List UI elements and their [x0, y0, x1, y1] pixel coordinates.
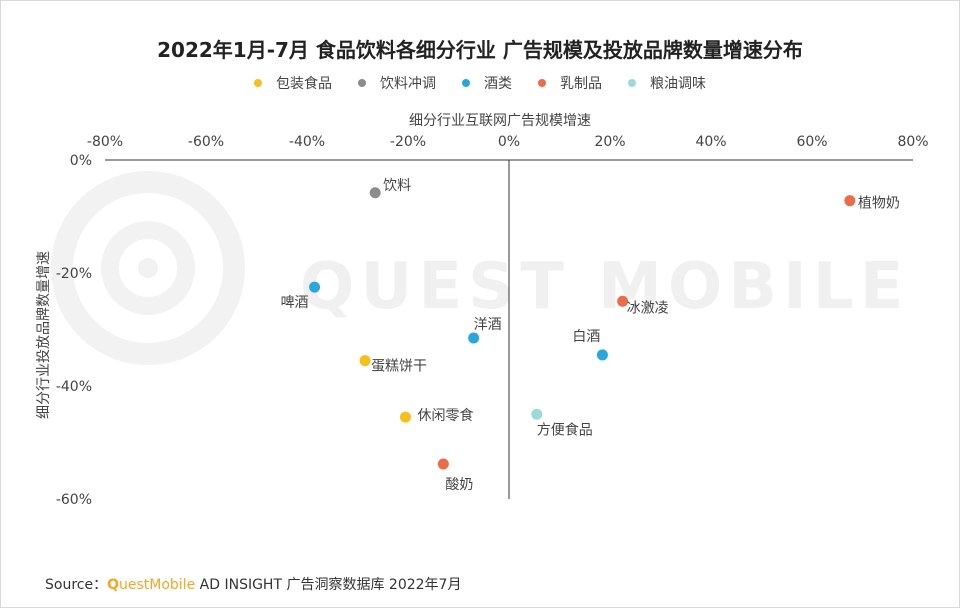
legend-label: 饮料冲调: [380, 76, 436, 92]
legend-dot-icon: [358, 79, 366, 87]
data-label: 冰激凌: [627, 299, 669, 316]
x-tick-label: 60%: [796, 134, 827, 150]
x-tick-label: -80%: [87, 134, 123, 150]
legend-dot-icon: [254, 79, 262, 87]
x-tick-label: 80%: [897, 134, 928, 150]
chart-title: 2022年1月-7月 食品饮料各细分行业 广告规模及投放品牌数量增速分布: [157, 38, 803, 62]
legend-item: 饮料冲调: [358, 73, 436, 93]
x-tick-label: 20%: [594, 134, 625, 150]
data-label: 洋酒: [474, 317, 502, 333]
data-point: [359, 355, 371, 367]
y-tick-label: -20%: [56, 266, 92, 282]
data-label: 休闲零食: [417, 407, 473, 424]
data-point: [369, 187, 381, 199]
data-label: 啤酒: [281, 295, 309, 311]
data-point: [844, 195, 856, 207]
source-suffix: AD INSIGHT 广告洞察数据库 2022年7月: [195, 577, 462, 593]
legend-dot-icon: [462, 79, 470, 87]
legend-label: 包装食品: [276, 76, 332, 92]
source-note: Source：QuestMobile AD INSIGHT 广告洞察数据库 20…: [45, 574, 461, 594]
data-label: 白酒: [572, 329, 600, 345]
brand-q: Q: [107, 577, 119, 593]
data-point: [309, 281, 321, 293]
axes: [105, 159, 913, 499]
data-point: [468, 332, 480, 344]
legend-item: 包装食品: [254, 73, 332, 93]
y-tick-label: 0%: [70, 153, 92, 169]
x-tick-label: -40%: [289, 134, 325, 150]
source-prefix: Source：: [45, 577, 108, 593]
data-point: [437, 458, 449, 470]
y-tick-label: -60%: [56, 492, 92, 508]
legend-label: 乳制品: [560, 76, 602, 92]
data-label: 饮料: [383, 178, 411, 194]
data-points: [309, 187, 856, 470]
data-point: [596, 349, 608, 361]
y-tick-label: -40%: [56, 379, 92, 395]
x-axis-label: 细分行业互联网广告规模增速: [409, 113, 591, 129]
brand-name: uestMobile: [119, 577, 196, 593]
watermark-logo-icon: [51, 171, 245, 365]
data-label: 植物奶: [858, 196, 900, 212]
x-tick-label: 0%: [498, 134, 520, 150]
data-label: 酸奶: [445, 477, 473, 493]
data-label: 方便食品: [537, 421, 593, 438]
data-point: [399, 411, 411, 423]
legend-item: 乳制品: [538, 73, 602, 93]
x-tick-label: -60%: [188, 134, 224, 150]
legend-dot-icon: [628, 79, 636, 87]
legend: 包装食品 饮料冲调 酒类 乳制品 粮油调味: [0, 73, 960, 93]
y-tick-labels: 0% -20% -40% -60%: [56, 153, 92, 508]
x-tick-labels: -80% -60% -40% -20% 0% 20% 40% 60% 80%: [87, 134, 929, 150]
watermark-text: QUEST MOBILE: [300, 250, 910, 324]
data-point: [617, 295, 629, 307]
data-point: [531, 408, 543, 420]
data-label: 蛋糕饼干: [371, 359, 427, 375]
legend-dot-icon: [538, 79, 546, 87]
x-tick-label: -20%: [390, 134, 426, 150]
legend-item: 酒类: [462, 73, 512, 93]
legend-label: 粮油调味: [650, 76, 706, 92]
legend-label: 酒类: [484, 76, 512, 92]
legend-item: 粮油调味: [628, 73, 706, 93]
x-tick-label: 40%: [695, 134, 726, 150]
